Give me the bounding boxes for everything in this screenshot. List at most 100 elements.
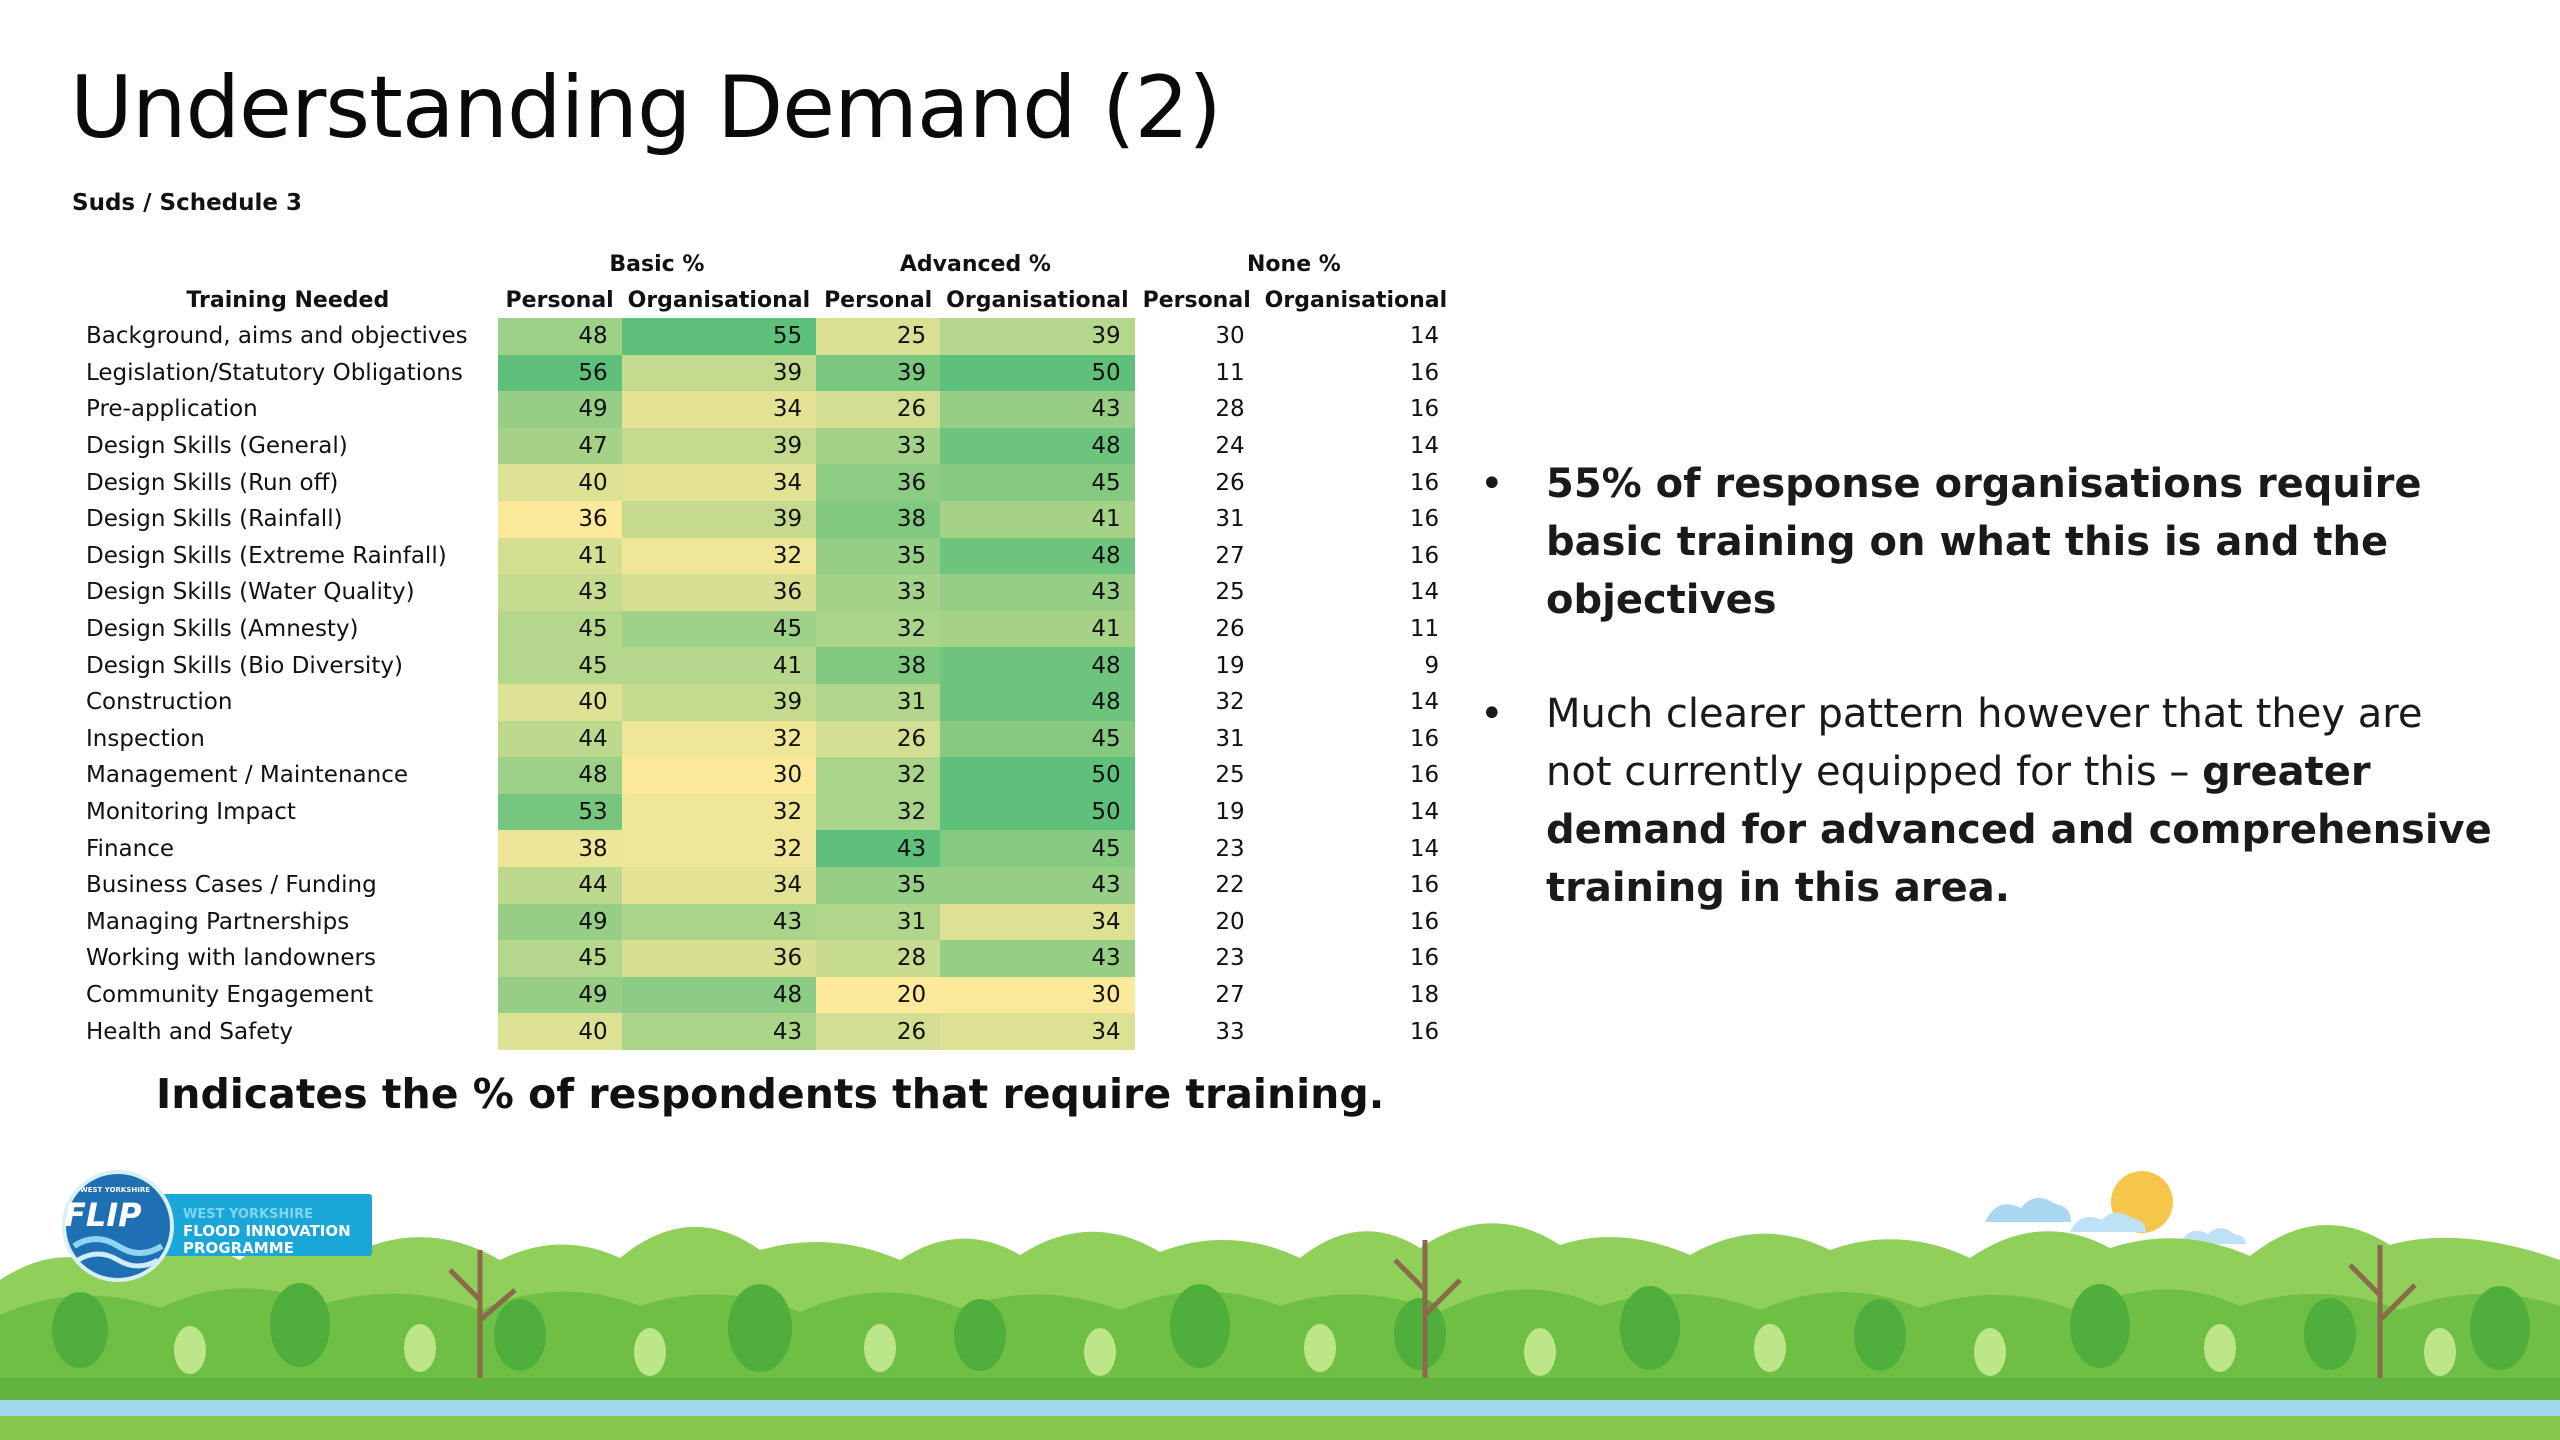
heat-cell: 44: [497, 720, 622, 758]
value-cell: 16: [1409, 469, 1440, 496]
bullet-item: • Much clearer pattern however that they…: [1480, 685, 2500, 917]
heat-cell: 48: [497, 318, 622, 355]
flip-logo: [62, 1170, 372, 1282]
heat-cell: 43: [940, 940, 1135, 977]
cloud-icon: [2070, 1212, 2146, 1232]
heat-cell: 36: [816, 464, 941, 501]
heat-cell: 36: [621, 940, 817, 977]
heat-cell: 26: [816, 720, 941, 758]
value-cell: 19: [1215, 799, 1245, 826]
table-row: Finance 38 32 43 45 23 14: [78, 830, 1453, 867]
value-cell: 19: [1215, 652, 1245, 679]
value-cell: 16: [1409, 945, 1440, 972]
value-cell: 14: [1409, 323, 1440, 350]
heat-cell: 38: [816, 647, 941, 684]
heat-cell: 41: [621, 647, 817, 684]
heat-cell: 28: [816, 940, 941, 977]
heat-cell: 33: [816, 574, 941, 611]
value-cell: 11: [1215, 359, 1245, 386]
bullet-text-bold: 55% of response organisations require ba…: [1546, 461, 2422, 623]
row-label: Design Skills (Rainfall): [86, 506, 343, 533]
table-row: Managing Partnerships 49 43 31 34 20 16: [78, 903, 1453, 941]
value-cell: 16: [1409, 359, 1440, 386]
logo-line: PROGRAMME: [183, 1239, 294, 1257]
heat-cell: 38: [497, 830, 622, 867]
value-cell: 25: [1215, 762, 1245, 789]
heat-cell: 50: [940, 757, 1135, 794]
table-row: Management / Maintenance 48 30 32 50 25 16: [78, 757, 1453, 794]
heat-cell: 32: [816, 610, 941, 648]
heat-cell: 35: [816, 537, 941, 575]
training-demand-table: Basic % Advanced % None % Training Neede…: [78, 246, 1453, 1050]
table-row: Monitoring Impact 53 32 32 50 19 14: [78, 793, 1453, 831]
heat-cell: 39: [621, 500, 817, 538]
logo-mark: FLIP: [64, 1196, 142, 1234]
heat-cell: 40: [497, 1013, 622, 1050]
heat-cell: 31: [816, 903, 941, 941]
heat-cell: 43: [621, 1013, 817, 1050]
heat-cell: 50: [940, 793, 1135, 831]
row-label: Managing Partnerships: [86, 908, 350, 935]
heat-cell: 43: [497, 574, 622, 611]
row-label: Construction: [86, 689, 233, 716]
row-label: Design Skills (Run off): [86, 469, 339, 496]
row-label: Design Skills (Extreme Rainfall): [86, 542, 447, 569]
row-label: Community Engagement: [86, 981, 374, 1008]
row-label: Background, aims and objectives: [86, 323, 468, 350]
row-label: Management / Maintenance: [86, 762, 408, 789]
heat-cell: 32: [816, 793, 941, 831]
table-row: Pre-application 49 34 26 43 28 16: [78, 391, 1453, 428]
group-header-row: Basic % Advanced % None %: [78, 246, 1453, 282]
table-row: Design Skills (Amnesty) 45 45 32 41 26 11: [78, 610, 1453, 648]
heat-cell: 26: [816, 1013, 941, 1050]
heat-cell: 40: [497, 683, 622, 721]
heat-cell: 34: [940, 903, 1135, 941]
column-header-row: Training Needed Personal Organisational Per…: [78, 282, 1453, 318]
table-row: Community Engagement 49 48 20 30 27 18: [78, 976, 1453, 1014]
heat-cell: 39: [816, 354, 941, 392]
bullet-text-normal: Much clearer pattern however that they a…: [1546, 691, 2423, 795]
bullet-dot-icon: •: [1480, 691, 1504, 737]
value-cell: 14: [1409, 689, 1440, 716]
table-row: Working with landowners 45 36 28 43 23 16: [78, 940, 1453, 977]
table-row: Business Cases / Funding 44 34 35 43 22 16: [78, 866, 1453, 904]
cloud-icon: [1985, 1197, 2071, 1222]
table-subtitle: Suds / Schedule 3: [72, 190, 303, 216]
column-header: Personal: [824, 287, 933, 313]
row-label: Business Cases / Funding: [86, 872, 377, 899]
heat-cell: 48: [940, 683, 1135, 721]
heat-cell: 45: [940, 830, 1135, 867]
table-row: Design Skills (Extreme Rainfall) 41 32 35 48…: [78, 537, 1453, 575]
value-cell: 24: [1215, 433, 1245, 460]
bullet-item: • 55% of response organisations require …: [1480, 455, 2500, 629]
row-label: Working with landowners: [86, 945, 376, 972]
heat-cell: 56: [497, 354, 622, 392]
row-label: Design Skills (Amnesty): [86, 616, 359, 643]
row-label: Pre-application: [86, 396, 258, 423]
value-cell: 11: [1409, 616, 1440, 643]
value-cell: 9: [1424, 652, 1440, 679]
table-body: Background, aims and objectives 48 55 25 39 3…: [78, 318, 1453, 1050]
column-header: Personal: [505, 287, 614, 313]
key-findings-list: • 55% of response organisations require …: [1480, 455, 2500, 973]
value-cell: 16: [1409, 1018, 1440, 1045]
value-cell: 26: [1215, 469, 1245, 496]
value-cell: 27: [1215, 981, 1245, 1008]
table-row: Construction 40 39 31 48 32 14: [78, 683, 1453, 721]
heat-cell: 41: [940, 610, 1135, 648]
heat-cell: 36: [497, 500, 622, 538]
value-cell: 16: [1409, 762, 1440, 789]
table-row: Inspection 44 32 26 45 31 16: [78, 720, 1453, 758]
heat-cell: 48: [940, 427, 1135, 465]
value-cell: 16: [1409, 396, 1440, 423]
value-cell: 25: [1215, 579, 1245, 606]
value-cell: 31: [1215, 725, 1245, 752]
value-cell: 16: [1409, 542, 1440, 569]
value-cell: 16: [1409, 872, 1440, 899]
logo-line: FLOOD INNOVATION: [183, 1222, 351, 1240]
landscape-illustration: [0, 1171, 2560, 1440]
heat-cell: 39: [621, 683, 817, 721]
value-cell: 14: [1409, 799, 1440, 826]
heat-cell: 25: [816, 318, 941, 355]
heat-cell: 39: [940, 318, 1135, 355]
